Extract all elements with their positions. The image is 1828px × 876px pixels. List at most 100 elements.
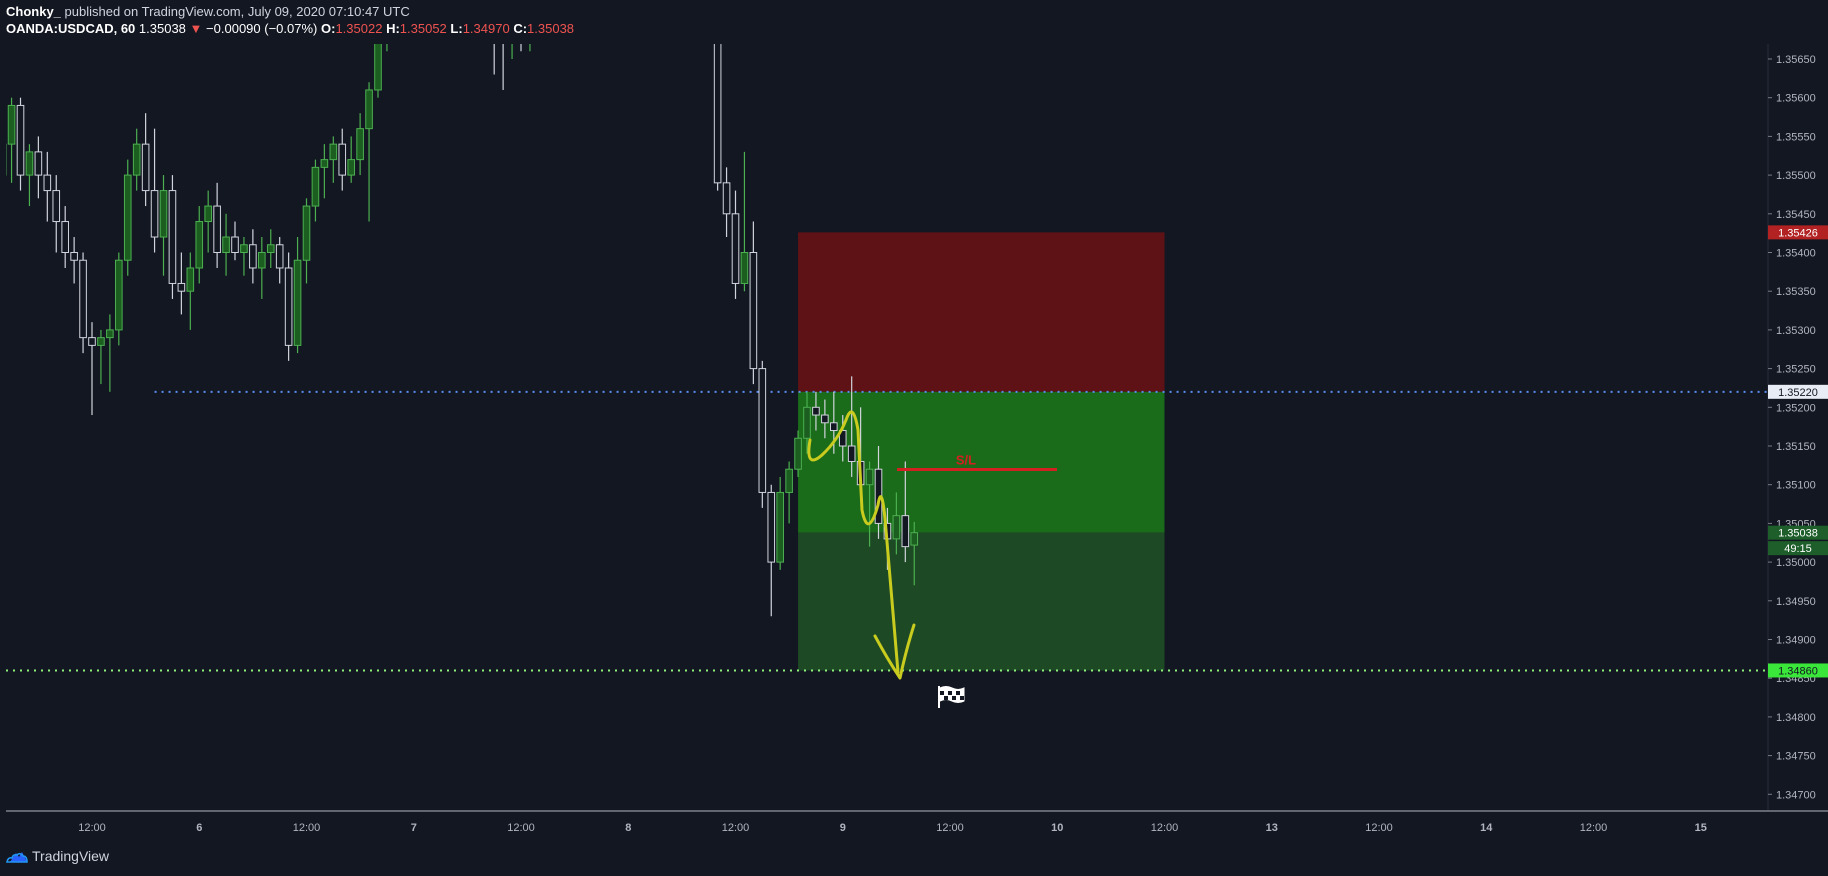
candle — [794, 430, 802, 477]
candle — [106, 314, 114, 392]
candle-body — [70, 252, 78, 261]
time-tick-label: 14 — [1480, 822, 1493, 834]
candle-body — [500, 28, 507, 36]
candle-body — [293, 259, 302, 346]
price-tick-label: 1.35650 — [1776, 54, 1816, 66]
symbol-label[interactable]: OANDA:USDCAD, 60 — [6, 21, 136, 36]
position-zones[interactable] — [798, 232, 1165, 671]
candle-body — [518, 20, 525, 28]
candle — [213, 182, 221, 268]
candle-body — [776, 491, 784, 563]
candle-body — [258, 252, 266, 269]
axes: 1.35650 1.35600 1.35550 1.35500 1.35450 1.354… — [6, 44, 1828, 834]
chart-header: Chonky_ published on TradingView.com, Ju… — [0, 0, 1828, 44]
time-tick-label: 8 — [625, 822, 631, 834]
candle-body — [88, 337, 96, 346]
candle-body — [141, 143, 150, 192]
candle — [284, 252, 293, 361]
candle-body — [767, 491, 776, 563]
candle-body — [6, 143, 7, 176]
stop-loss-zone — [798, 232, 1165, 392]
price-tag-bg — [1768, 525, 1828, 540]
price-tag-text: 1.35038 — [1778, 528, 1818, 540]
candle-body — [374, 44, 382, 91]
price-tick-label: 1.34900 — [1776, 635, 1816, 647]
candle-body — [812, 406, 820, 416]
candle — [511, 44, 513, 59]
price-tick-label: 1.35150 — [1776, 441, 1816, 453]
candlestick-series — [6, 20, 919, 617]
profit-zone-remaining — [798, 532, 1165, 671]
candle-body — [384, 20, 391, 28]
candle — [88, 322, 96, 416]
candle-body — [186, 267, 195, 292]
candle — [266, 229, 275, 268]
close-value: 1.35038 — [527, 21, 575, 36]
candle-body — [123, 174, 132, 261]
author-name[interactable]: Chonky_ — [6, 4, 61, 19]
candle-body — [901, 515, 910, 548]
low-value: 1.34970 — [462, 21, 510, 36]
time-tick-label: 12:00 — [722, 822, 750, 834]
price-change: −0.00090 (−0.07%) — [206, 21, 318, 36]
price-tick-label: 1.35100 — [1776, 480, 1816, 492]
candle — [518, 20, 525, 52]
candle-body — [168, 190, 177, 284]
candle-body — [231, 236, 239, 254]
price-tag: 1.35426 — [1768, 225, 1828, 240]
candle — [123, 159, 132, 276]
candle — [311, 159, 320, 222]
candle — [302, 198, 311, 284]
price-tick-label: 1.35500 — [1776, 170, 1816, 182]
candle — [258, 237, 266, 299]
price-tick-label: 1.34700 — [1776, 789, 1816, 801]
flag-check — [956, 691, 960, 695]
drawings[interactable]: S/L — [807, 410, 1057, 708]
candle-body — [794, 437, 802, 470]
brand-name: TradingView — [32, 848, 110, 864]
time-tick-label: 15 — [1695, 822, 1707, 834]
candle-body — [731, 213, 740, 284]
price-tick-label: 1.35250 — [1776, 364, 1816, 376]
time-tick-label: 12:00 — [293, 822, 321, 834]
candle — [115, 252, 123, 346]
price-tag-bg — [1768, 384, 1828, 399]
publish-info: Chonky_ published on TradingView.com, Ju… — [6, 4, 410, 19]
candle — [803, 391, 811, 454]
candle — [776, 476, 784, 570]
candle — [356, 113, 364, 176]
candle-body — [150, 190, 159, 238]
symbol-info: OANDA:USDCAD, 60 1.35038 ▼ −0.00090 (−0.… — [6, 21, 574, 36]
time-tick-label: 7 — [411, 822, 417, 834]
candle — [70, 237, 78, 284]
price-chart[interactable]: S/L 1.356501.356001.355501.355001.354501… — [0, 0, 1828, 840]
candle — [222, 213, 230, 276]
candle — [347, 136, 355, 183]
candle — [749, 221, 758, 385]
candle — [177, 252, 186, 315]
candle-body — [329, 143, 338, 161]
candle-body — [302, 205, 311, 261]
candle — [767, 484, 776, 617]
candle-body — [865, 468, 874, 486]
low-label: L: — [450, 21, 463, 36]
candle-body — [910, 532, 919, 546]
flag-check — [948, 691, 952, 695]
price-tick-label: 1.35400 — [1776, 248, 1816, 260]
price-tag-bg — [1768, 663, 1828, 678]
candle-body — [177, 282, 186, 292]
candle — [204, 190, 212, 253]
candle — [320, 144, 329, 199]
candle — [785, 461, 793, 524]
candle — [812, 391, 820, 431]
candle — [740, 151, 749, 292]
candle-body — [204, 205, 212, 223]
time-tick-label: 12:00 — [1580, 822, 1608, 834]
horizontal-lines[interactable] — [6, 390, 1768, 672]
candle — [6, 143, 7, 176]
candle-body — [159, 190, 168, 238]
candle-body — [365, 89, 373, 130]
flag-check — [960, 696, 964, 700]
candle — [275, 237, 284, 284]
tradingview-logo[interactable]: TradingView — [6, 848, 109, 864]
